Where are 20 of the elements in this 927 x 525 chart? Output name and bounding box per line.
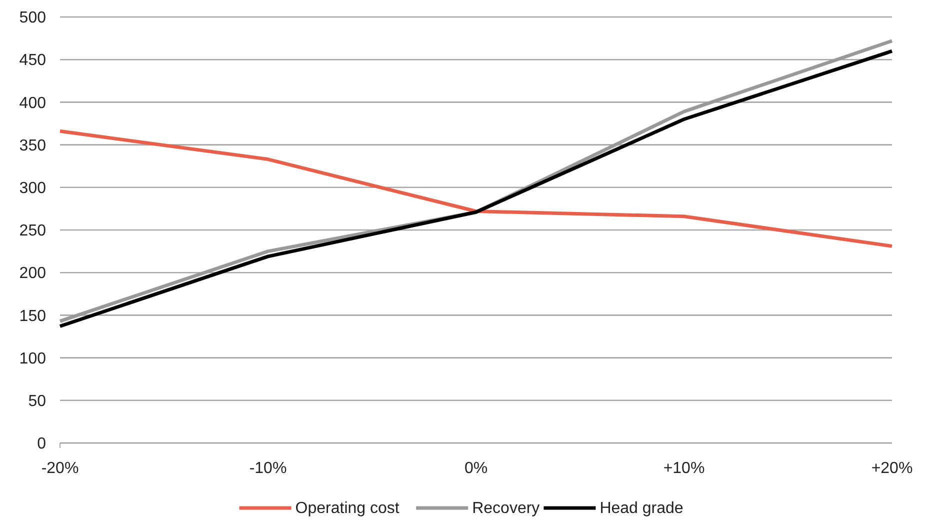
y-tick-label: 0 [37,436,46,453]
x-tick-label: 0% [464,460,488,477]
y-tick-label: 500 [19,10,46,27]
legend-label: Head grade [600,500,684,517]
x-tick-label: +10% [663,460,705,477]
legend-label: Recovery [472,500,540,517]
y-tick-label: 50 [28,393,46,410]
y-tick-label: 100 [19,350,46,368]
y-tick-label: 350 [19,137,46,154]
legend-label: Operating cost [295,500,400,517]
y-tick-label: 400 [19,94,46,112]
x-tick-label: -20% [41,460,79,477]
y-tick-label: 250 [19,222,46,240]
y-tick-label: 200 [19,265,46,282]
x-tick-label: -10% [249,460,287,477]
x-tick-label: +20% [871,460,913,477]
y-tick-label: 450 [19,52,46,70]
y-tick-label: 300 [19,180,46,197]
y-tick-label: 150 [19,308,46,325]
line-series [58,129,894,248]
